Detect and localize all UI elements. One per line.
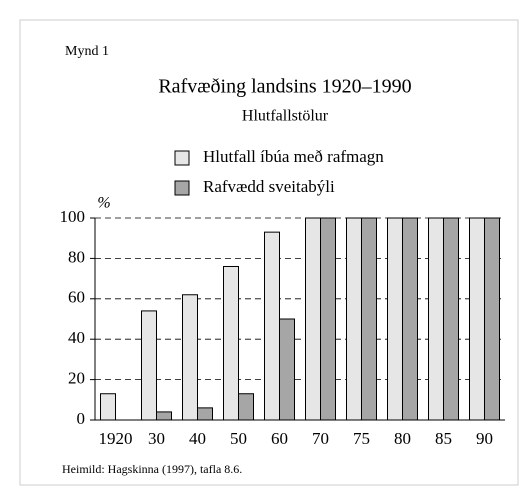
bar xyxy=(484,217,500,421)
bar xyxy=(305,217,321,421)
y-tick-label: 20 xyxy=(68,369,85,388)
bar xyxy=(264,231,280,421)
x-tick-label: 50 xyxy=(230,429,247,448)
y-tick-label: 0 xyxy=(77,409,86,428)
bar xyxy=(402,217,418,421)
bar xyxy=(182,294,198,421)
bar xyxy=(197,407,213,421)
bar xyxy=(387,217,403,421)
bar xyxy=(428,217,444,421)
y-tick-label: 100 xyxy=(60,207,86,226)
x-tick-label: 30 xyxy=(148,429,165,448)
legend-label: Rafvædd sveitabýli xyxy=(203,177,335,196)
x-tick-label: 85 xyxy=(435,429,452,448)
y-tick-label: 60 xyxy=(68,288,85,307)
bar xyxy=(141,310,157,421)
x-tick-label: 75 xyxy=(353,429,370,448)
x-tick-label: 40 xyxy=(189,429,206,448)
x-tick-label: 1920 xyxy=(99,429,133,448)
legend-swatch xyxy=(174,150,190,166)
bar xyxy=(279,318,295,421)
legend-label: Hlutfall íbúa með rafmagn xyxy=(203,147,384,166)
x-tick-label: 60 xyxy=(271,429,288,448)
y-axis-label: % xyxy=(97,195,110,212)
x-tick-label: 90 xyxy=(476,429,493,448)
x-tick-label: 80 xyxy=(394,429,411,448)
x-tick-label: 70 xyxy=(312,429,329,448)
bar xyxy=(223,265,239,421)
bar xyxy=(238,393,254,421)
bar xyxy=(443,217,459,421)
bar xyxy=(156,411,172,421)
bar xyxy=(469,217,485,421)
bar xyxy=(361,217,377,421)
legend-swatch xyxy=(174,180,190,196)
frame xyxy=(19,19,519,486)
bar xyxy=(346,217,362,421)
chart-title: Rafvæðing landsins 1920–1990 xyxy=(158,76,411,98)
chart-subtitle: Hlutfallstölur xyxy=(242,108,329,125)
bar xyxy=(320,217,336,421)
bar xyxy=(100,393,116,421)
source: Heimild: Hagskinna (1997), tafla 8.6. xyxy=(62,462,242,476)
y-tick-label: 40 xyxy=(68,328,85,347)
y-tick-label: 80 xyxy=(68,247,85,266)
figure-label: Mynd 1 xyxy=(65,44,109,59)
